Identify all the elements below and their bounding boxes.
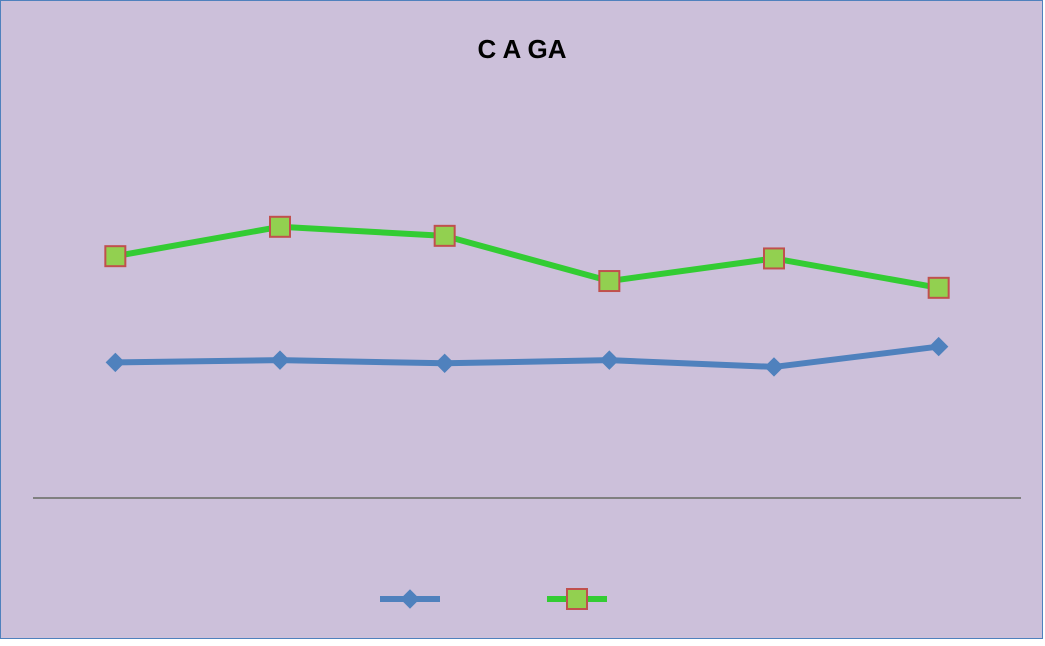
legend-marker [400,589,420,609]
legend-marker [566,588,588,610]
series-1-point [270,350,290,370]
series-1-point [928,336,949,357]
series-2-point [598,270,621,293]
series-1 [105,336,949,377]
series-2-point [433,224,456,247]
legend [380,588,607,610]
series-1-point [599,350,620,370]
series-2-line [114,223,940,291]
series-layer [104,215,950,377]
series-1-point [105,352,126,373]
series-2-point [927,276,950,299]
series-1-point [764,357,784,377]
series-1-line [115,343,940,370]
series-2-point [763,247,785,270]
series-1-point [434,353,455,374]
chart-title: C A GA [477,34,566,64]
series-2 [104,215,950,299]
legend-item-1 [380,589,440,609]
series-2-point [269,215,291,238]
legend-item-2 [547,588,607,610]
series-2-point [104,245,127,268]
